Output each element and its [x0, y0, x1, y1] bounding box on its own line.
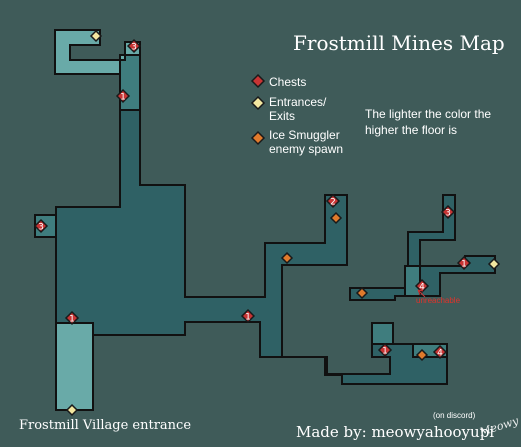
entrance-marker	[65, 403, 79, 417]
spawn-marker	[280, 251, 294, 265]
chest-diamond	[115, 88, 131, 104]
unreachable-arrow	[417, 289, 426, 298]
spawn-marker	[415, 348, 429, 362]
chest-diamond	[325, 193, 341, 209]
legend-entrances-label: Entrances/ Exits	[269, 95, 327, 123]
chest-floor-number: 3	[131, 43, 137, 53]
chest-floor-number: 1	[120, 93, 126, 103]
chest-diamond	[33, 218, 49, 234]
legend-chest-icon	[250, 73, 266, 89]
chest-floor-number: 1	[461, 260, 467, 270]
chest-diamond	[432, 344, 448, 360]
chest-floor-number: 1	[382, 347, 388, 357]
chest-floor-number: 3	[445, 209, 451, 219]
chest-floor-number: 4	[437, 349, 443, 359]
floor-note: The lighter the color the higher the flo…	[365, 107, 492, 137]
spawn-marker	[355, 286, 369, 300]
entrance-marker	[487, 257, 501, 271]
chest-marker: 4	[432, 344, 448, 360]
map-title: Frostmill Mines Map	[293, 31, 505, 55]
legend-spawn-label: Ice Smuggler enemy spawn	[269, 128, 344, 156]
chest-marker: 1	[456, 255, 472, 271]
credit-label: Made by: meowyahooyupi	[296, 423, 495, 441]
chest-marker: 1	[115, 88, 131, 104]
chest-marker: 3	[126, 38, 142, 54]
chest-diamond	[414, 278, 430, 294]
mine-ledge-east	[371, 322, 394, 345]
chest-floor-number: 1	[69, 315, 75, 325]
chest-marker: 1	[240, 308, 256, 324]
spawn-marker	[329, 211, 343, 225]
marker-layer: 3 1 3 1 1 2 3 1 4 1 4	[33, 29, 501, 417]
unreachable-label: unreachable	[416, 296, 461, 305]
chest-marker: 2	[325, 193, 341, 209]
village-entrance-label: Frostmill Village entrance	[19, 418, 192, 433]
legend-icons	[250, 73, 266, 146]
chest-floor-number: 4	[419, 283, 425, 293]
chest-diamond	[126, 38, 142, 54]
chest-marker: 3	[440, 204, 456, 220]
chest-marker: 4	[414, 278, 430, 294]
chest-diamond	[440, 204, 456, 220]
chest-diamond	[64, 310, 80, 326]
legend-entrance-icon	[250, 95, 266, 111]
chest-marker: 1	[64, 310, 80, 326]
mine-corridor-east-mid	[404, 265, 421, 297]
credit-note: (on discord)	[433, 411, 476, 420]
chest-floor-number: 3	[38, 223, 44, 233]
mine-corridor-north-top	[54, 29, 141, 75]
entrance-marker	[89, 29, 103, 43]
chest-floor-number: 1	[245, 313, 251, 323]
mine-room-village	[55, 322, 94, 411]
legend-chests-label: Chests	[269, 75, 307, 89]
chest-diamond	[456, 255, 472, 271]
chest-diamond	[240, 308, 256, 324]
legend-spawn-icon	[250, 130, 266, 146]
chest-floor-number: 2	[330, 198, 336, 208]
chest-marker: 3	[33, 218, 49, 234]
chest-marker: 1	[377, 342, 393, 358]
chest-diamond	[377, 342, 393, 358]
